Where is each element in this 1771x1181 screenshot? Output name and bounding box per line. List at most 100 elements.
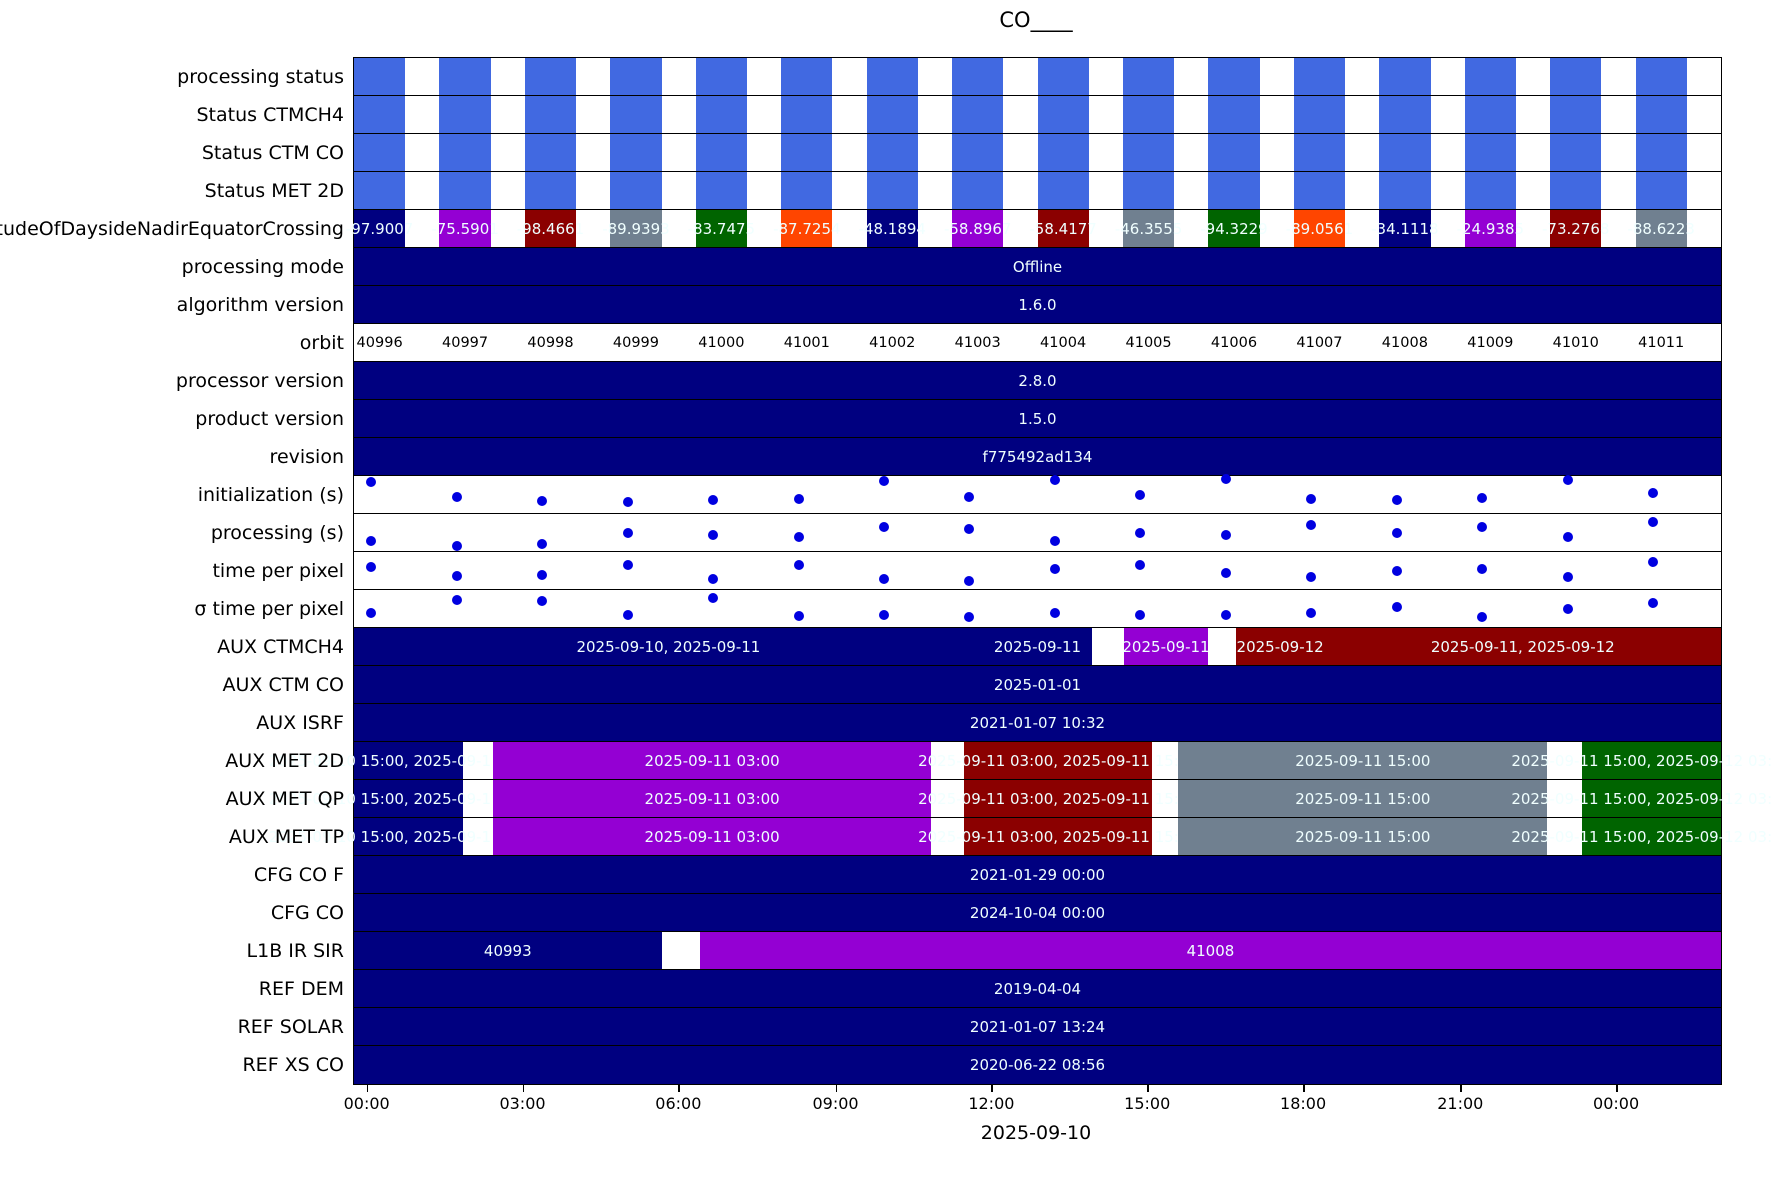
scatter-dot bbox=[537, 495, 548, 506]
status-bar bbox=[952, 96, 1004, 133]
status-bar bbox=[952, 172, 1004, 209]
scatter-dot bbox=[1562, 531, 1573, 542]
row-text: 2021-01-29 00:00 bbox=[354, 856, 1721, 894]
axis-tick-label: 15:00 bbox=[1124, 1094, 1171, 1113]
scatter-dot bbox=[1391, 566, 1402, 576]
row-label: σ time per pixel bbox=[194, 598, 344, 620]
row-label: LongitudeOfDaysideNadirEquatorCrossing bbox=[0, 218, 344, 240]
row-orbits: 40996 40997 40998 40999 41000 41001 41002 41003… bbox=[354, 324, 1721, 362]
longitude-bar bbox=[1293, 210, 1346, 247]
status-bar bbox=[610, 134, 662, 171]
status-bar bbox=[439, 96, 491, 133]
row-label: REF XS CO bbox=[242, 1054, 344, 1076]
row-label: AUX MET QP bbox=[225, 788, 344, 810]
status-bar bbox=[354, 134, 406, 171]
row-label: algorithm version bbox=[176, 294, 344, 316]
scatter-dot bbox=[451, 491, 462, 502]
scatter-dot bbox=[964, 575, 975, 586]
chart-title: CO____ bbox=[999, 8, 1073, 32]
orbit-number: 41008 bbox=[1381, 334, 1428, 351]
status-bar bbox=[354, 172, 406, 209]
value-bar bbox=[354, 894, 1721, 931]
axis-tick-label: 09:00 bbox=[812, 1094, 859, 1113]
scatter-dot bbox=[451, 594, 462, 605]
status-bar bbox=[610, 96, 662, 133]
value-bar bbox=[354, 1046, 1721, 1084]
row-segments: 2025-09-10 15:00, 2025-09-11 03:00 2025-0… bbox=[269, 742, 1771, 780]
orbit-number: 40998 bbox=[527, 334, 574, 351]
scatter-dot bbox=[1391, 602, 1402, 613]
row-segments: 2025-09-10 15:00, 2025-09-11 03:00 2025-0… bbox=[269, 818, 1771, 856]
status-bar bbox=[1208, 134, 1260, 171]
status-bar bbox=[354, 96, 406, 133]
scatter-dot bbox=[964, 524, 975, 535]
longitude-bar bbox=[1208, 210, 1260, 247]
status-bar bbox=[524, 96, 577, 133]
segment-bar bbox=[493, 780, 931, 817]
scatter-dot bbox=[1306, 607, 1317, 618]
value-bar bbox=[354, 1008, 1721, 1045]
axis-tick bbox=[678, 1084, 680, 1092]
segment-bar bbox=[1178, 742, 1548, 779]
row-scatter bbox=[354, 474, 1721, 514]
status-bar bbox=[952, 134, 1004, 171]
axis-tick bbox=[366, 1084, 369, 1092]
axis-tick-label: 21:00 bbox=[1437, 1094, 1484, 1113]
longitude-bar bbox=[1037, 210, 1089, 247]
scatter-dot bbox=[1220, 567, 1231, 578]
scatter-dot bbox=[1391, 494, 1402, 505]
scatter-dot bbox=[1220, 474, 1231, 485]
row-text: 2019-04-04 bbox=[354, 970, 1721, 1008]
orbit-number: 41000 bbox=[698, 334, 745, 351]
scatter-dot bbox=[793, 531, 804, 542]
axis-tick-label: 00:00 bbox=[343, 1094, 390, 1113]
status-bar bbox=[1293, 96, 1346, 133]
value-bar bbox=[354, 666, 1721, 703]
value-bar bbox=[354, 704, 1721, 741]
row-label: processing status bbox=[177, 66, 344, 88]
status-bar bbox=[1550, 58, 1602, 95]
scatter-dot bbox=[366, 562, 377, 573]
row-segments: 2025-09-10, 2025-09-11 2025-09-11 2025-09-… bbox=[354, 628, 1721, 666]
orbit-number: 41005 bbox=[1125, 334, 1172, 351]
orbit-number: 40997 bbox=[441, 334, 489, 351]
status-bar bbox=[1037, 134, 1089, 171]
status-bar bbox=[1379, 172, 1431, 209]
row-text: 2020-06-22 08:56 bbox=[354, 1046, 1721, 1084]
row-label: Status CTM CO bbox=[201, 142, 344, 164]
scatter-dot bbox=[964, 611, 975, 622]
segment-bar bbox=[963, 780, 1153, 817]
segment-bar bbox=[1178, 780, 1548, 817]
segment-bar bbox=[354, 742, 464, 779]
scatter-dot bbox=[879, 522, 890, 533]
status-bar bbox=[781, 96, 833, 133]
x-axis-date-label: 2025-09-10 bbox=[980, 1122, 1092, 1144]
scatter-dot bbox=[708, 529, 719, 540]
axis-tick bbox=[1616, 1084, 1618, 1092]
longitude-bar bbox=[695, 210, 747, 247]
row-status bbox=[354, 58, 1721, 96]
orbit-number: 41011 bbox=[1638, 334, 1685, 351]
row-scatter bbox=[354, 514, 1721, 552]
row-scatter bbox=[354, 590, 1721, 628]
longitude-bar bbox=[524, 210, 577, 247]
status-bar bbox=[1464, 58, 1516, 95]
row-label: L1B IR SIR bbox=[246, 940, 344, 962]
axis-tick bbox=[1303, 1084, 1305, 1092]
orbit-number: 41010 bbox=[1552, 334, 1599, 351]
status-bar bbox=[1635, 58, 1687, 95]
scatter-dot bbox=[1647, 598, 1658, 609]
scatter-dot bbox=[622, 496, 633, 507]
row-scatter bbox=[354, 552, 1721, 590]
scatter-dot bbox=[964, 491, 975, 502]
scatter-dot bbox=[1135, 490, 1146, 500]
row-text: 2024-10-04 00:00 bbox=[354, 894, 1721, 932]
status-bar bbox=[866, 172, 918, 209]
status-bar bbox=[1208, 96, 1260, 133]
longitude-bar bbox=[610, 210, 662, 247]
orbit-number: 41001 bbox=[783, 334, 830, 351]
status-bar bbox=[354, 58, 406, 95]
scatter-dot bbox=[1306, 493, 1317, 504]
segment-bar bbox=[982, 628, 1093, 665]
status-bar bbox=[1464, 96, 1516, 133]
